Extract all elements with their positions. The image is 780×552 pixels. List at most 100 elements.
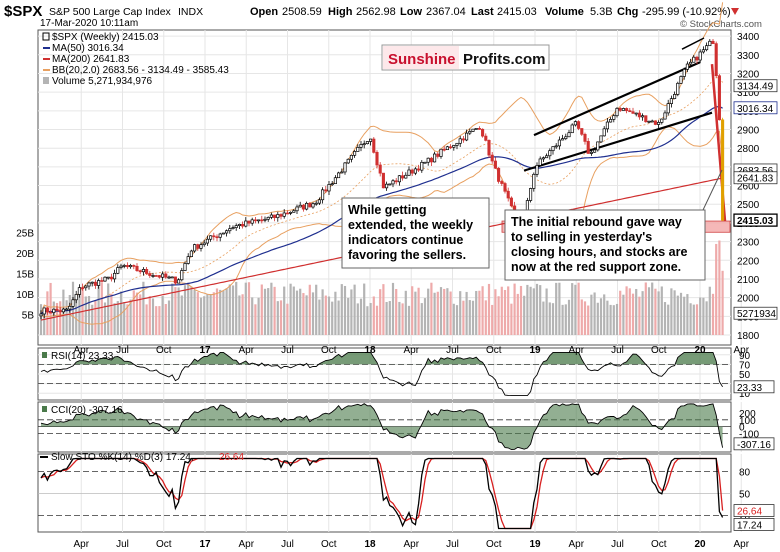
price-candle-body — [570, 124, 574, 134]
volume-bar — [465, 291, 468, 335]
volume-bar — [468, 300, 471, 335]
price-candle-body — [532, 173, 536, 189]
volume-bar — [638, 296, 641, 335]
volume-bar — [318, 299, 321, 335]
volume-bar — [391, 282, 395, 335]
sto-label: Slow STO %K(14) %D(3) 17.24, — [51, 452, 194, 463]
sto-tick-label: 80 — [739, 468, 751, 479]
volume-bar — [535, 283, 539, 335]
volume-bar — [158, 306, 161, 335]
price-candle-body — [413, 168, 417, 174]
price-candle-body — [618, 107, 622, 111]
volume-bar — [423, 298, 427, 335]
volume-bar — [430, 282, 433, 335]
x-tick-label: 20 — [694, 345, 706, 356]
price-candle-body — [311, 203, 315, 208]
price-candle-body — [615, 107, 619, 117]
volume-bar — [699, 297, 702, 335]
volume-bar — [721, 270, 724, 335]
price-candle-body — [468, 131, 472, 134]
chart-date: 17-Mar-2020 10:11am — [40, 18, 138, 29]
price-candle-body — [42, 307, 46, 315]
price-candle-body — [481, 128, 485, 137]
volume-bar — [251, 297, 254, 335]
x-tick-label: Oct — [321, 345, 337, 356]
price-candle-body — [205, 238, 209, 244]
price-candle-body — [237, 223, 241, 226]
volume-bar — [503, 289, 507, 335]
price-candle-body — [183, 263, 187, 271]
volume-bar — [84, 296, 87, 335]
volume-bar — [244, 282, 247, 335]
cci-tick-label: -100 — [739, 430, 759, 441]
volume-bar — [615, 303, 619, 335]
annotation-right-line3: closing hours, and stocks are — [511, 245, 687, 259]
x-tick-label: Apr — [568, 345, 584, 356]
price-candle-body — [58, 310, 62, 313]
volume-bar — [542, 301, 545, 335]
axes: 3400330032003100300029002800270026002500… — [16, 32, 778, 550]
price-badge-ma200: 2641.83 — [733, 171, 778, 185]
price-candle-body — [644, 115, 648, 123]
x-tick-label: 19 — [529, 539, 541, 550]
volume-bar — [247, 282, 251, 335]
price-candle-body — [573, 121, 577, 126]
price-candle-body — [682, 68, 686, 77]
bb-upper-line — [40, 2, 724, 315]
price-candle-body — [612, 115, 616, 120]
price-candle-body — [215, 236, 219, 239]
price-candle-body — [292, 210, 296, 213]
volume-bar — [628, 288, 631, 335]
price-candle-body — [506, 190, 510, 199]
price-candle-body — [330, 183, 334, 186]
price-candle-body — [122, 265, 126, 267]
price-candle-body — [196, 244, 200, 249]
volume-bar — [340, 284, 343, 335]
price-candle-body — [231, 227, 235, 229]
price-candle-body — [333, 177, 337, 185]
price-candle-body — [701, 49, 705, 53]
volume-bar — [647, 287, 651, 335]
price-candle-body — [353, 151, 357, 156]
price-candle-body — [116, 267, 120, 274]
price-candle-body — [154, 275, 158, 277]
volume-bar — [327, 296, 331, 335]
price-candle-body — [474, 128, 478, 130]
volume-bar — [609, 304, 612, 335]
volume-bar — [75, 295, 78, 335]
volume-bar — [644, 282, 647, 335]
volume-bar — [654, 288, 657, 335]
price-candle-body — [193, 244, 197, 252]
price-badge-value: 3016.34 — [737, 104, 774, 115]
volume-bar — [206, 294, 209, 335]
price-candle-body — [580, 128, 584, 135]
x-tick-label: Apr — [403, 345, 419, 356]
volume-bar — [484, 300, 487, 335]
sto-d-badge: 26.64 — [733, 504, 775, 518]
x-tick-label: 19 — [529, 345, 541, 356]
price-candle-body — [698, 51, 702, 61]
x-tick-label: 20 — [694, 539, 706, 550]
volume-bar — [459, 291, 462, 335]
price-candle-body — [81, 287, 85, 289]
volume-bar — [651, 282, 654, 335]
low-value: 2367.04 — [426, 6, 466, 18]
price-candle-body — [426, 157, 430, 163]
price-candle-body — [234, 225, 238, 228]
price-candle-body — [564, 136, 568, 139]
price-candle-body — [141, 269, 145, 273]
volume-bar — [516, 293, 519, 335]
price-candle-body — [714, 43, 718, 77]
volume-bar — [241, 294, 244, 335]
open-value: 2508.59 — [282, 6, 322, 18]
price-tick-label: 3200 — [737, 69, 760, 80]
volume-bar — [385, 301, 388, 335]
volume-bar — [155, 306, 158, 335]
sto-d-badge-value: 26.64 — [737, 507, 762, 518]
x-tick-label: Oct — [651, 345, 667, 356]
price-candle-body — [266, 216, 270, 220]
price-candle-body — [97, 280, 101, 286]
price-candle-body — [679, 76, 683, 84]
price-candle-body — [212, 235, 216, 238]
volume-bar — [257, 297, 260, 335]
